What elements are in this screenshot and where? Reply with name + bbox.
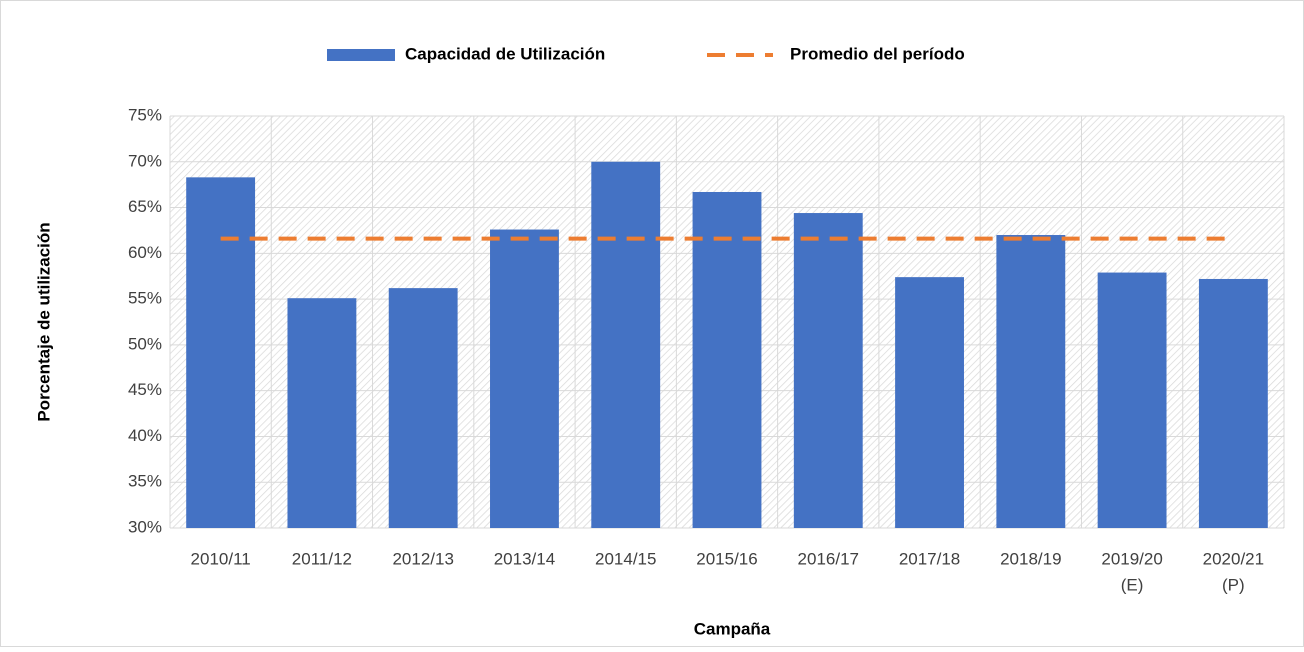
bar [1198, 278, 1268, 528]
bar [895, 277, 964, 528]
x-tick-label: 2016/17 [798, 549, 859, 568]
bar [793, 213, 863, 528]
bar [692, 191, 762, 529]
x-tick-label: 2010/11 [191, 549, 251, 568]
y-tick-label: 30% [128, 517, 162, 536]
bar [996, 235, 1066, 528]
x-tick-label: 2018/19 [1000, 549, 1061, 568]
x-tick-label: 2011/12 [292, 549, 352, 568]
legend-label: Promedio del período [790, 44, 965, 63]
bar [591, 161, 661, 528]
x-tick-label: 2013/14 [494, 549, 555, 568]
y-tick-label: 65% [128, 197, 162, 216]
bar [186, 177, 256, 528]
y-axis-label: Porcentaje de utilización [34, 222, 53, 421]
x-axis-label: Campaña [694, 619, 771, 638]
y-tick-label: 70% [128, 151, 162, 170]
y-tick-label: 75% [128, 105, 162, 124]
x-tick-label: 2014/15 [595, 549, 656, 568]
x-tick-label: 2017/18 [899, 549, 960, 568]
y-tick-label: 40% [128, 426, 162, 445]
x-tick-label: 2012/13 [392, 549, 453, 568]
bar [287, 298, 357, 528]
y-tick-label: 35% [128, 472, 162, 491]
y-tick-label: 60% [128, 243, 162, 262]
y-tick-label: 50% [128, 334, 162, 353]
x-tick-label: (E) [1121, 575, 1144, 594]
bar [388, 288, 458, 528]
x-tick-label: 2019/20 [1101, 549, 1162, 568]
legend-swatch [327, 49, 395, 61]
y-tick-label: 55% [128, 289, 162, 308]
legend-label: Capacidad de Utilización [405, 44, 605, 63]
x-tick-label: (P) [1222, 575, 1245, 594]
bar [1097, 272, 1167, 528]
x-tick-label: 2015/16 [696, 549, 757, 568]
bar [490, 229, 559, 529]
y-tick-label: 45% [128, 380, 162, 399]
x-tick-label: 2020/21 [1203, 549, 1264, 568]
